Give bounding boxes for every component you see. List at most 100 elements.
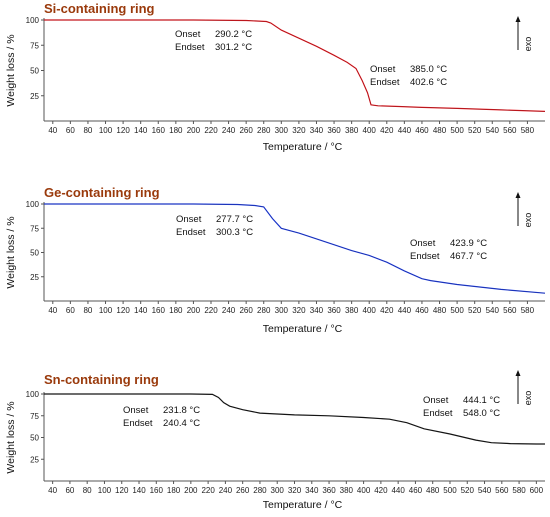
series-line: [44, 393, 545, 445]
x-tick-label: 400: [357, 486, 371, 495]
tangent-overlay: [44, 393, 545, 445]
y-tick-label: 75: [30, 41, 39, 50]
x-tick-label: 240: [219, 486, 233, 495]
x-tick-label: 520: [461, 486, 475, 495]
x-tick-label: 180: [169, 306, 183, 315]
x-tick-label: 60: [66, 306, 75, 315]
x-tick-label: 560: [503, 126, 517, 135]
x-tick-label: 140: [134, 126, 148, 135]
x-tick-label: 480: [433, 306, 447, 315]
x-tick-label: 220: [201, 486, 215, 495]
x-axis-label: Temperature / °C: [263, 499, 343, 511]
x-tick-label: 400: [363, 126, 377, 135]
onset-label: Onset: [423, 395, 449, 406]
endset-label: Endset: [123, 418, 153, 429]
x-tick-label: 400: [363, 306, 377, 315]
x-tick-label: 100: [99, 306, 113, 315]
x-tick-label: 340: [310, 126, 324, 135]
x-tick-label: 420: [380, 126, 394, 135]
x-tick-label: 440: [398, 126, 412, 135]
endset-value: 548.0 °C: [463, 408, 500, 419]
exo-label: exo: [523, 37, 533, 52]
x-tick-label: 140: [132, 486, 146, 495]
x-tick-label: 40: [48, 486, 57, 495]
x-tick-label: 220: [204, 126, 218, 135]
x-tick-label: 80: [83, 306, 92, 315]
x-tick-label: 340: [305, 486, 319, 495]
x-tick-label: 360: [322, 486, 336, 495]
exo-arrow-head: [515, 370, 521, 376]
onset-value: 277.7 °C: [216, 214, 253, 225]
x-tick-label: 280: [257, 306, 271, 315]
y-tick-label: 100: [26, 390, 40, 399]
x-tick-label: 460: [409, 486, 423, 495]
onset-value: 385.0 °C: [410, 64, 447, 75]
x-tick-label: 200: [184, 486, 198, 495]
y-tick-label: 25: [30, 273, 39, 282]
x-tick-label: 160: [152, 306, 166, 315]
onset-label: Onset: [370, 64, 396, 75]
x-tick-label: 220: [204, 306, 218, 315]
chart-title: Si-containing ring: [44, 1, 155, 16]
x-tick-label: 440: [391, 486, 405, 495]
y-tick-label: 75: [30, 412, 39, 421]
x-tick-label: 360: [327, 306, 341, 315]
endset-value: 240.4 °C: [163, 418, 200, 429]
x-axis-label: Temperature / °C: [263, 141, 343, 153]
onset-label: Onset: [410, 238, 436, 249]
x-tick-label: 520: [468, 126, 482, 135]
annotation-2: Onset 385.0 °C Endset 402.6 °C: [370, 64, 447, 88]
x-tick-label: 420: [374, 486, 388, 495]
x-tick-label: 120: [116, 306, 130, 315]
x-tick-label: 40: [48, 306, 57, 315]
onset-label: Onset: [123, 405, 149, 416]
x-tick-label: 80: [83, 126, 92, 135]
x-tick-label: 560: [503, 306, 517, 315]
y-axis-label: Weight loss / %: [5, 216, 17, 288]
x-tick-label: 380: [340, 486, 354, 495]
annotation-1: Onset 277.7 °C Endset 300.3 °C: [176, 214, 253, 238]
x-tick-label: 460: [415, 306, 429, 315]
x-tick-label: 480: [433, 126, 447, 135]
endset-value: 467.7 °C: [450, 251, 487, 262]
exo-label: exo: [523, 213, 533, 228]
x-tick-label: 460: [415, 126, 429, 135]
x-tick-label: 320: [292, 126, 306, 135]
x-tick-label: 60: [65, 486, 74, 495]
x-tick-label: 500: [450, 126, 464, 135]
onset-value: 290.2 °C: [215, 29, 252, 40]
x-tick-label: 240: [222, 306, 236, 315]
x-tick-label: 540: [478, 486, 492, 495]
x-tick-label: 600: [530, 486, 544, 495]
onset-label: Onset: [175, 29, 201, 40]
x-tick-label: 380: [345, 306, 359, 315]
x-tick-label: 360: [327, 126, 341, 135]
annotation-2: Onset 444.1 °C Endset 548.0 °C: [423, 395, 500, 419]
y-tick-label: 50: [30, 67, 39, 76]
onset-value: 231.8 °C: [163, 405, 200, 416]
x-tick-label: 60: [66, 126, 75, 135]
endset-label: Endset: [176, 227, 206, 238]
x-tick-label: 160: [150, 486, 164, 495]
x-tick-label: 300: [271, 486, 285, 495]
endset-value: 300.3 °C: [216, 227, 253, 238]
y-tick-label: 50: [30, 249, 39, 258]
y-axis-label: Weight loss / %: [5, 34, 17, 106]
x-tick-label: 580: [521, 306, 535, 315]
annotation-2: Onset 423.9 °C Endset 467.7 °C: [410, 238, 487, 262]
x-tick-label: 80: [83, 486, 92, 495]
endset-label: Endset: [410, 251, 440, 262]
x-tick-label: 440: [398, 306, 412, 315]
x-tick-label: 160: [152, 126, 166, 135]
endset-value: 301.2 °C: [215, 42, 252, 53]
x-tick-label: 300: [275, 126, 289, 135]
x-tick-label: 560: [495, 486, 509, 495]
annotation-1: Onset 290.2 °C Endset 301.2 °C: [175, 29, 252, 53]
y-tick-label: 25: [30, 92, 39, 101]
x-tick-label: 140: [134, 306, 148, 315]
y-tick-label: 100: [26, 200, 40, 209]
